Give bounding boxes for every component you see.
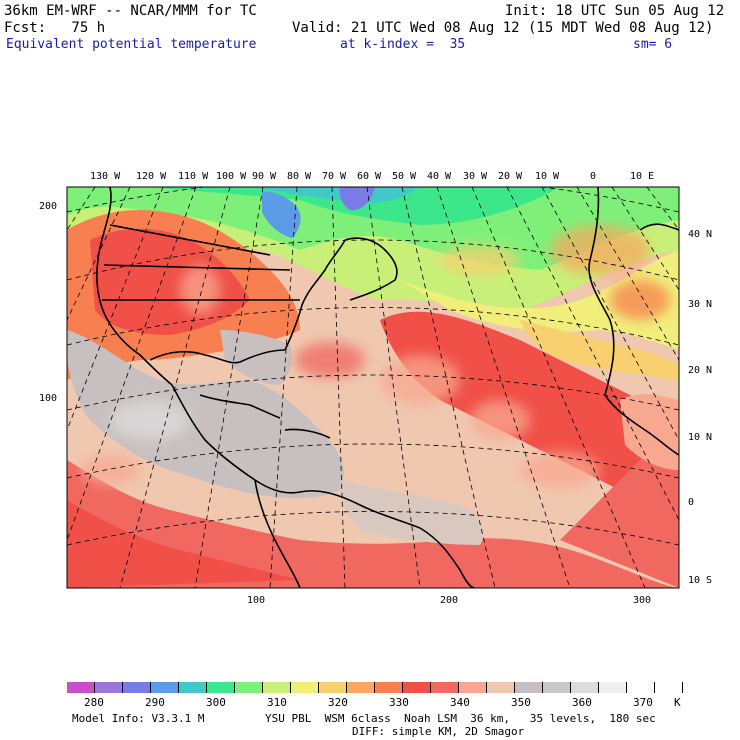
colorbar-swatch	[319, 682, 347, 693]
physics-info: YSU PBL WSM 6class Noah LSM 36 km, 35 le…	[265, 712, 656, 725]
lon-label: 100 W	[216, 171, 247, 182]
diffusion-info: DIFF: simple KM, 2D Smagor	[352, 725, 525, 738]
colorbar-swatch	[347, 682, 375, 693]
lat-label: 10 N	[688, 432, 713, 443]
colorbar-swatch	[487, 682, 515, 693]
colorbar-swatch	[235, 682, 263, 693]
lat-label: 20 N	[688, 365, 713, 376]
lon-label: 10 W	[535, 171, 560, 182]
colorbar-swatch	[459, 682, 487, 693]
lat-label: 30 N	[688, 299, 713, 310]
y-grid-label: 200	[39, 201, 58, 212]
colorbar-swatch	[263, 682, 291, 693]
colorbar-swatch	[543, 682, 571, 693]
colorbar-label: 350	[511, 696, 531, 709]
forecast-hour: Fcst: 75 h	[4, 20, 106, 36]
level-label: at k-index = 35	[340, 37, 466, 52]
lon-label: 70 W	[322, 171, 347, 182]
shaded-field	[67, 187, 679, 588]
x-grid-label: 100	[247, 595, 266, 606]
colorbar-label: 300	[206, 696, 226, 709]
colorbar-swatch	[179, 682, 207, 693]
colorbar-label: 310	[267, 696, 287, 709]
lon-label: 20 W	[498, 171, 523, 182]
colorbar-label: 370	[633, 696, 653, 709]
lon-label: 40 W	[427, 171, 452, 182]
colorbar-swatch	[515, 682, 543, 693]
lon-label: 50 W	[392, 171, 417, 182]
y-grid-label: 100	[39, 393, 58, 404]
colorbar-label: 360	[572, 696, 592, 709]
colorbar-swatch	[655, 682, 683, 693]
colorbar-swatch	[151, 682, 179, 693]
colorbar-label: 320	[328, 696, 348, 709]
x-grid-label: 200	[440, 595, 459, 606]
field-name: Equivalent potential temperature	[6, 37, 257, 52]
colorbar-swatch	[375, 682, 403, 693]
colorbar-unit: K	[674, 696, 681, 709]
map-frame	[66, 186, 680, 589]
coastlines	[96, 187, 679, 588]
lon-label: 30 W	[463, 171, 488, 182]
lat-label: 0	[688, 497, 695, 508]
colorbar-swatch	[431, 682, 459, 693]
colorbar-swatch	[403, 682, 431, 693]
lon-label: 10 E	[630, 171, 655, 182]
colorbar-label: 290	[145, 696, 165, 709]
colorbar-swatch	[207, 682, 235, 693]
colorbar-label: 330	[389, 696, 409, 709]
colorbar-swatch	[599, 682, 627, 693]
lat-label: 40 N	[688, 229, 713, 240]
lon-label: 90 W	[252, 171, 277, 182]
model-info: Model Info: V3.3.1 M	[72, 712, 205, 725]
lon-label: 120 W	[136, 171, 167, 182]
colorbar-swatch	[571, 682, 599, 693]
lon-label: 110 W	[178, 171, 209, 182]
colorbar-swatch	[95, 682, 123, 693]
lon-label: 80 W	[287, 171, 312, 182]
lon-label: 60 W	[357, 171, 382, 182]
smoothing-label: sm= 6	[633, 37, 673, 52]
init-time: Init: 18 UTC Sun 05 Aug 12	[505, 3, 725, 19]
colorbar-swatch	[627, 682, 655, 693]
colorbar-label: 340	[450, 696, 470, 709]
lat-label: 10 S	[688, 575, 713, 586]
lon-label: 130 W	[90, 171, 121, 182]
colorbar-swatch	[291, 682, 319, 693]
model-title: 36km EM-WRF -- NCAR/MMM for TC	[4, 3, 257, 19]
colorbar-label: 280	[84, 696, 104, 709]
x-grid-label: 300	[633, 595, 652, 606]
valid-time: Valid: 21 UTC Wed 08 Aug 12 (15 MDT Wed …	[292, 20, 714, 36]
lon-label: 0	[590, 171, 597, 182]
colorbar-swatch	[67, 682, 95, 693]
graticule	[67, 187, 679, 588]
colorbar-swatch	[123, 682, 151, 693]
